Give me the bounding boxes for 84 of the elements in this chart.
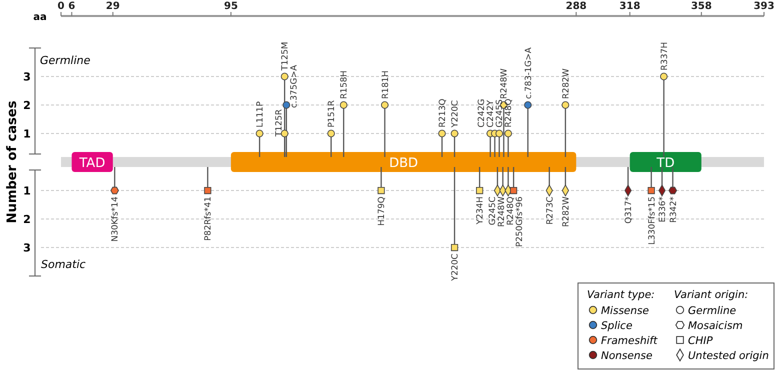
band-label: DBD	[389, 156, 418, 171]
legend-title: Variant type:	[587, 289, 655, 301]
x-tick-label: 318	[619, 1, 640, 12]
data-label: R248W	[497, 196, 508, 228]
text: Variant origin:	[674, 289, 748, 301]
band-label: TD	[656, 156, 675, 171]
point	[668, 186, 677, 194]
data-label: R248Q	[506, 196, 516, 226]
data-label: R273C	[545, 196, 556, 225]
x-tick-label: 358	[690, 1, 712, 12]
data-label: R248Q	[504, 98, 514, 128]
data-label: R213Q	[438, 98, 448, 128]
point	[380, 101, 389, 109]
y-tick-label: 1	[23, 184, 31, 198]
point	[378, 186, 385, 194]
x-axis-title: aa	[33, 12, 47, 23]
data-label: C242Y	[486, 99, 496, 128]
data-label: T125R	[274, 109, 285, 138]
legend-label: Nonsense	[601, 350, 652, 362]
legend-label: CHIP	[688, 335, 714, 347]
data-label: c.783-1G>A	[524, 47, 534, 99]
point	[510, 186, 518, 194]
data-label: R337H	[660, 42, 670, 70]
data-label: G245S	[495, 99, 506, 128]
x-tick-label: 6	[68, 1, 76, 12]
data-label: c.375G>A	[289, 64, 300, 108]
data-label: C242G	[477, 98, 488, 128]
x-tick-label: 393	[754, 1, 774, 12]
legend-label: Untested origin	[688, 350, 769, 362]
point	[256, 130, 264, 138]
data-label: L111P	[256, 101, 266, 128]
data-label: Y220C	[450, 253, 461, 282]
data-label: N30Kfs*14	[110, 196, 121, 242]
x-tick-label: 288	[566, 1, 587, 12]
point	[340, 101, 348, 109]
data-label: Q317*	[624, 196, 634, 224]
data-label: H179Q	[377, 196, 388, 226]
point	[524, 101, 532, 109]
data-label: R342*	[668, 196, 679, 223]
legend-label: Frameshift	[601, 335, 658, 347]
y-tick-label: 2	[23, 213, 31, 226]
data-label: R158H	[340, 70, 350, 99]
data-label: R181H	[380, 70, 391, 99]
data-label: R248W	[500, 68, 510, 99]
data-label: G245C	[488, 196, 498, 226]
data-label: R282W	[561, 196, 572, 228]
point	[204, 186, 212, 194]
y-tick-label: 3	[23, 70, 31, 84]
x-tick-label: 95	[224, 1, 238, 12]
legend-label: Mosaicism	[688, 320, 743, 332]
point	[450, 130, 458, 138]
x-tick-label: 29	[106, 1, 120, 12]
point	[282, 101, 290, 109]
data-label: E336*	[658, 196, 668, 222]
legend-label: Germline	[688, 305, 736, 317]
point	[660, 72, 668, 80]
y-axis-title: Number of cases	[5, 100, 20, 224]
point	[476, 186, 484, 194]
point	[450, 244, 458, 252]
band-label: TAD	[78, 156, 106, 171]
y-tick-label: 1	[23, 128, 31, 140]
annotation: Somatic	[41, 258, 86, 271]
point	[504, 130, 512, 138]
data-label: T125M	[280, 42, 291, 72]
data-label: P151R	[327, 100, 338, 128]
point	[438, 130, 446, 138]
data-label: P82Rfs*41	[204, 196, 214, 241]
data-label: R282W	[561, 68, 572, 99]
data-label: P250Gfs*96	[515, 196, 526, 247]
point	[648, 186, 655, 194]
y-tick-label: 2	[23, 99, 31, 112]
y-tick-label: 3	[23, 242, 31, 254]
legend-label: Missense	[601, 305, 649, 317]
point	[327, 130, 335, 138]
annotation: Germline	[40, 54, 91, 67]
point	[280, 72, 288, 80]
legend-label: Splice	[601, 320, 632, 332]
x-tick-label: 0	[58, 1, 65, 12]
point	[110, 186, 119, 194]
data-label: Y220C	[450, 100, 461, 128]
point	[495, 130, 504, 138]
data-label: L330Ffs*15	[647, 196, 658, 245]
data-label: Y234H	[476, 196, 486, 226]
point	[562, 101, 570, 109]
